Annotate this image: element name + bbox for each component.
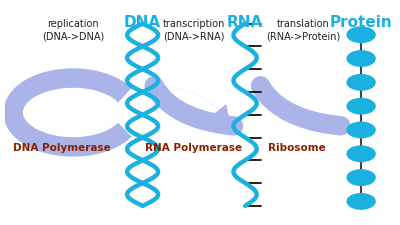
Text: DNA Polymerase: DNA Polymerase [12,143,110,153]
Text: RNA: RNA [227,15,263,30]
Text: Ribosome: Ribosome [268,143,326,153]
Circle shape [346,50,376,67]
Text: Protein: Protein [330,15,392,30]
Circle shape [346,98,376,115]
Text: translation
(RNA->Protein): translation (RNA->Protein) [266,19,340,42]
Text: DNA: DNA [124,15,161,30]
Circle shape [346,193,376,210]
Circle shape [346,169,376,186]
Circle shape [346,74,376,91]
Circle shape [346,145,376,162]
Circle shape [346,122,376,138]
Text: replication
(DNA->DNA): replication (DNA->DNA) [42,19,104,42]
Text: transcription
(DNA->RNA): transcription (DNA->RNA) [163,19,225,42]
Text: RNA Polymerase: RNA Polymerase [146,143,242,153]
Circle shape [346,26,376,43]
